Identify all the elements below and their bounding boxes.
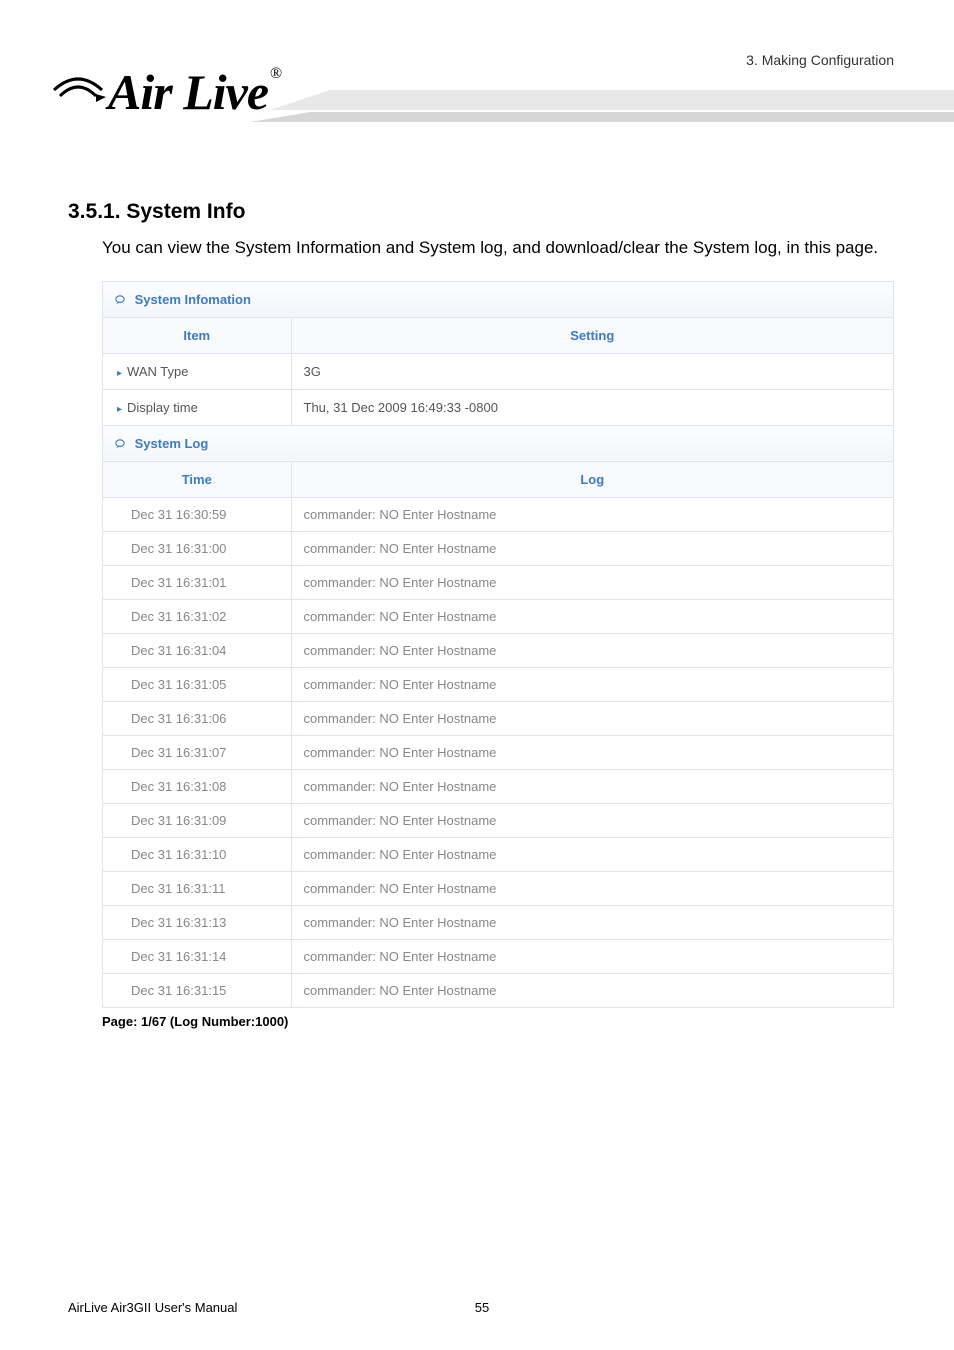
log-time: Dec 31 16:31:14: [103, 939, 291, 973]
tables-container: System Infomation Item Setting ▸ WAN Type…: [102, 281, 894, 1008]
system-log-title: System Log: [135, 436, 209, 451]
table-row: Dec 31 16:31:11commander: NO Enter Hostn…: [103, 871, 893, 905]
header-wedge: [0, 90, 954, 140]
logo-registered: ®: [270, 65, 282, 83]
caret-icon: ▸: [117, 404, 122, 415]
log-time: Dec 31 16:31:07: [103, 735, 291, 769]
log-time: Dec 31 16:31:15: [103, 973, 291, 1007]
log-time: Dec 31 16:31:06: [103, 701, 291, 735]
table-row: Dec 31 16:31:14commander: NO Enter Hostn…: [103, 939, 893, 973]
table-row: Dec 31 16:30:59commander: NO Enter Hostn…: [103, 497, 893, 531]
log-msg: commander: NO Enter Hostname: [291, 633, 893, 667]
log-time: Dec 31 16:31:01: [103, 565, 291, 599]
log-msg: commander: NO Enter Hostname: [291, 735, 893, 769]
table-row: Dec 31 16:31:05commander: NO Enter Hostn…: [103, 667, 893, 701]
table-row: Dec 31 16:31:02commander: NO Enter Hostn…: [103, 599, 893, 633]
table-row: Dec 31 16:31:04commander: NO Enter Hostn…: [103, 633, 893, 667]
table-row: Dec 31 16:31:13commander: NO Enter Hostn…: [103, 905, 893, 939]
item-value: Thu, 31 Dec 2009 16:49:33 -0800: [291, 389, 893, 425]
log-time: Dec 31 16:31:08: [103, 769, 291, 803]
intro-paragraph: You can view the System Information and …: [102, 236, 896, 261]
caret-icon: ▸: [117, 368, 122, 379]
table-row: Dec 31 16:31:15commander: NO Enter Hostn…: [103, 973, 893, 1007]
table-row: Dec 31 16:31:09commander: NO Enter Hostn…: [103, 803, 893, 837]
col-setting: Setting: [291, 317, 893, 353]
log-msg: commander: NO Enter Hostname: [291, 905, 893, 939]
system-info-header-row: Item Setting: [103, 317, 893, 353]
log-msg: commander: NO Enter Hostname: [291, 701, 893, 735]
log-time: Dec 31 16:30:59: [103, 497, 291, 531]
log-msg: commander: NO Enter Hostname: [291, 565, 893, 599]
log-time: Dec 31 16:31:05: [103, 667, 291, 701]
item-label: WAN Type: [127, 364, 188, 379]
system-info-table: System Infomation Item Setting ▸ WAN Type…: [103, 282, 893, 1007]
log-time: Dec 31 16:31:02: [103, 599, 291, 633]
system-log-header-row: Time Log: [103, 461, 893, 497]
bubble-icon: [115, 295, 125, 305]
table-row: Dec 31 16:31:00commander: NO Enter Hostn…: [103, 531, 893, 565]
log-time: Dec 31 16:31:10: [103, 837, 291, 871]
bubble-icon: [115, 439, 125, 449]
system-log-title-row: System Log: [103, 425, 893, 461]
section-heading: 3.5.1. System Info: [68, 200, 896, 224]
item-label: Display time: [127, 400, 198, 415]
log-msg: commander: NO Enter Hostname: [291, 497, 893, 531]
table-row: ▸ Display time Thu, 31 Dec 2009 16:49:33 …: [103, 389, 893, 425]
table-row: Dec 31 16:31:10commander: NO Enter Hostn…: [103, 837, 893, 871]
log-time: Dec 31 16:31:11: [103, 871, 291, 905]
table-row: Dec 31 16:31:08commander: NO Enter Hostn…: [103, 769, 893, 803]
log-msg: commander: NO Enter Hostname: [291, 667, 893, 701]
log-time: Dec 31 16:31:09: [103, 803, 291, 837]
table-row: Dec 31 16:31:06commander: NO Enter Hostn…: [103, 701, 893, 735]
log-msg: commander: NO Enter Hostname: [291, 599, 893, 633]
footer: AirLive Air3GII User's Manual 55: [68, 1300, 896, 1315]
item-value: 3G: [291, 353, 893, 389]
table-row: Dec 31 16:31:07commander: NO Enter Hostn…: [103, 735, 893, 769]
col-log: Log: [291, 461, 893, 497]
log-time: Dec 31 16:31:04: [103, 633, 291, 667]
system-info-title-row: System Infomation: [103, 282, 893, 318]
col-time: Time: [103, 461, 291, 497]
col-item: Item: [103, 317, 291, 353]
chapter-label: 3. Making Configuration: [746, 52, 894, 68]
system-info-title: System Infomation: [135, 292, 251, 307]
log-msg: commander: NO Enter Hostname: [291, 769, 893, 803]
log-msg: commander: NO Enter Hostname: [291, 837, 893, 871]
log-time: Dec 31 16:31:13: [103, 905, 291, 939]
log-msg: commander: NO Enter Hostname: [291, 871, 893, 905]
log-msg: commander: NO Enter Hostname: [291, 973, 893, 1007]
footer-left: AirLive Air3GII User's Manual: [68, 1300, 237, 1315]
log-time: Dec 31 16:31:00: [103, 531, 291, 565]
log-msg: commander: NO Enter Hostname: [291, 803, 893, 837]
log-msg: commander: NO Enter Hostname: [291, 531, 893, 565]
page-info: Page: 1/67 (Log Number:1000): [102, 1014, 896, 1029]
footer-page-number: 55: [475, 1300, 489, 1315]
table-row: ▸ WAN Type 3G: [103, 353, 893, 389]
log-msg: commander: NO Enter Hostname: [291, 939, 893, 973]
table-row: Dec 31 16:31:01commander: NO Enter Hostn…: [103, 565, 893, 599]
